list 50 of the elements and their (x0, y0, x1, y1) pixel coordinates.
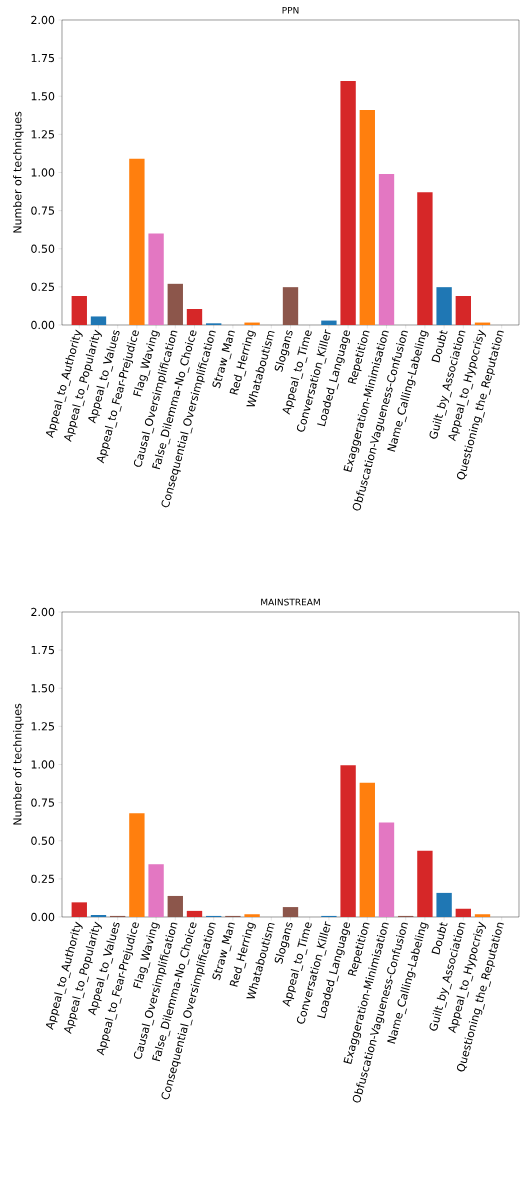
y-tick-label: 0.50 (31, 836, 55, 845)
y-tick-label: 0.75 (31, 798, 55, 807)
y-tick-label: 1.25 (31, 130, 55, 139)
y-tick-label: 1.00 (31, 760, 55, 769)
y-axis-title: Number of techniques (13, 111, 24, 233)
bar (186, 910, 203, 917)
bar (282, 287, 299, 325)
bar (455, 908, 471, 917)
bar (417, 850, 433, 917)
y-tick-label: 0.75 (31, 206, 55, 215)
bar (167, 895, 183, 917)
y-tick-label: 0.00 (31, 320, 55, 330)
y-tick-label: 1.75 (31, 54, 55, 63)
y-tick-label: 1.25 (31, 722, 55, 731)
bar (244, 914, 260, 917)
bar (148, 864, 164, 917)
y-tick-label: 0.25 (31, 282, 55, 292)
y-axis-title: Number of techniques (13, 703, 24, 825)
y-tick-label: 1.50 (31, 92, 55, 101)
bar (186, 308, 203, 325)
bar (340, 80, 356, 325)
bar (71, 296, 87, 325)
bar (417, 192, 433, 325)
bar (340, 765, 356, 917)
bar (90, 316, 107, 325)
bar (71, 902, 87, 917)
bar (455, 296, 471, 325)
bar (436, 892, 452, 917)
bar (282, 907, 299, 917)
bar (378, 822, 395, 917)
chart-title: MAINSTREAM (261, 598, 320, 606)
y-tick-label: 2.00 (31, 15, 55, 25)
bar (378, 174, 395, 325)
y-tick-label: 0.25 (31, 874, 55, 884)
y-tick-label: 1.50 (31, 684, 55, 693)
y-tick-label: 1.00 (31, 168, 55, 177)
bar (359, 109, 375, 325)
bar (167, 283, 183, 325)
y-tick-label: 0.00 (31, 912, 55, 922)
bar (474, 914, 491, 917)
bar (436, 287, 452, 325)
bar (148, 233, 164, 325)
bar (359, 782, 375, 917)
bar (129, 158, 145, 325)
y-tick-label: 2.00 (31, 607, 55, 617)
bar (129, 813, 145, 917)
y-tick-label: 0.50 (31, 244, 55, 253)
bar (321, 320, 337, 325)
y-tick-label: 1.75 (31, 646, 55, 655)
chart-title: PPN (282, 6, 299, 14)
